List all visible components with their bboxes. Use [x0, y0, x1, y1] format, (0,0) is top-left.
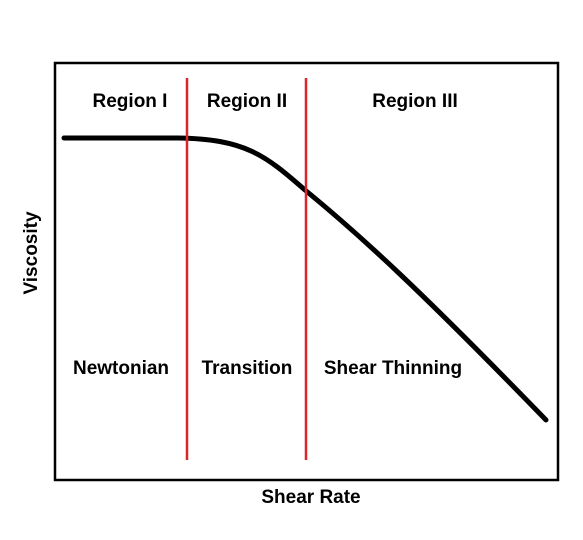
region-1-title: Region I: [93, 91, 168, 112]
viscosity-curve: [61, 135, 549, 423]
region-2-title: Region II: [207, 91, 287, 112]
region-3-behavior: Shear Thinning: [324, 358, 462, 379]
region-1-behavior: Newtonian: [73, 358, 169, 379]
plot-frame: [53, 61, 560, 482]
y-axis-label: Viscosity: [21, 211, 42, 295]
region-2-behavior: Transition: [202, 358, 293, 379]
x-axis-label: Shear Rate: [261, 487, 360, 508]
region-3-title: Region III: [372, 91, 458, 112]
